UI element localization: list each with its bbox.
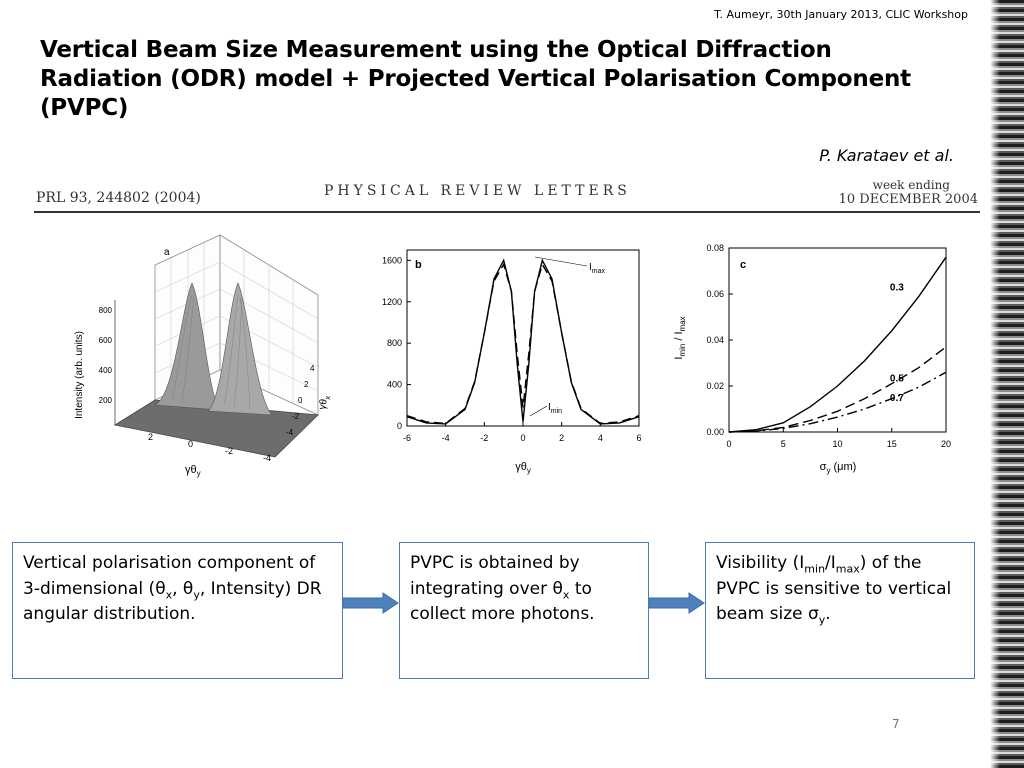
panel-a-ztick: 200	[99, 396, 113, 405]
panel-a-xtick: -2	[225, 446, 233, 456]
panel-b-xtick-label: -6	[403, 433, 411, 443]
page-number: 7	[892, 717, 900, 731]
panel-c-series-line-1	[728, 256, 947, 433]
slide-title: Vertical Beam Size Measurement using the…	[40, 37, 911, 122]
journal-name: PHYSICAL REVIEW LETTERS	[324, 183, 631, 199]
panel-c-letter: c	[740, 259, 746, 271]
explanation-box-2: PVPC is obtained by integrating over θx …	[399, 542, 649, 679]
panel-b-ytick-label: 1200	[382, 297, 402, 307]
panel-c-ytick-label: 0.02	[706, 381, 724, 391]
journal-rule	[34, 211, 980, 213]
panel-b-series-line-2	[406, 262, 640, 425]
panel-a-ztick: 600	[99, 336, 113, 345]
panel-a-ztick: 400	[99, 366, 113, 375]
panel-c-series-line-2	[728, 346, 947, 433]
author-line: T. Aumeyr, 30th January 2013, CLIC Works…	[714, 8, 968, 21]
panel-c-series-label: 0.3	[890, 282, 904, 293]
panel-c-ytick-label: 0.08	[706, 243, 724, 253]
panel-a-ytick: 4	[310, 364, 315, 373]
chart-panel-b: b -6 -4 -2 0 2 4 6 0 400 800 1200 1600 Imax Imin γθ…	[382, 249, 642, 475]
panel-a-xtick: 0	[188, 439, 193, 449]
panel-a-ytick: 2	[304, 380, 309, 389]
panel-c-xtick-label: 5	[781, 439, 786, 449]
panel-b-ytick-label: 0	[397, 421, 402, 431]
panel-b-ytick-label: 800	[387, 338, 402, 348]
panel-c-xtick-label: 15	[887, 439, 897, 449]
panel-b-series-line-1	[406, 258, 640, 425]
panel-c-ytick-label: 0.06	[706, 289, 724, 299]
panel-a-xtick: -4	[263, 453, 271, 463]
panel-b-ytick-label: 400	[387, 380, 402, 390]
panel-b-imin-label: Imin	[548, 402, 562, 415]
explanation-box-3: Visibility (Imin/Imax) of the PVPC is se…	[705, 542, 975, 679]
arrow-right-icon	[343, 592, 399, 614]
panel-b-xlabel: γθy	[515, 461, 531, 475]
panel-a-xtick: 2	[148, 432, 153, 442]
journal-week-label: week ending	[872, 178, 950, 192]
panel-b-letter: b	[415, 259, 422, 271]
panel-b-xtick-label: -4	[442, 433, 450, 443]
panel-a-letter: a	[164, 247, 170, 258]
panel-b-xtick-label: 6	[636, 433, 641, 443]
panel-a-ztick: 800	[99, 306, 113, 315]
panel-a-ytick: 0	[298, 396, 303, 405]
panel-a-ylabel: γθx	[317, 394, 332, 411]
journal-header: PRL 93, 244802 (2004) PHYSICAL REVIEW LE…	[34, 178, 980, 214]
panel-c-ytick-label: 0.00	[706, 427, 724, 437]
panel-c-series-label: 0.7	[890, 393, 904, 404]
panel-a-peak-right	[207, 282, 273, 416]
panel-c-ytick-label: 0.04	[706, 335, 724, 345]
explanation-box-1: Vertical polarisation component of 3-dim…	[12, 542, 343, 679]
panel-c-frame	[728, 247, 947, 433]
figure-panel-a: a Intensity (arb. units) 200 400 600 800…	[74, 234, 332, 478]
panel-b-xtick-label: 4	[598, 433, 603, 443]
panel-c-ylabel: Imin / Imax	[673, 316, 687, 359]
panel-c-xtick-label: 10	[832, 439, 842, 449]
panel-b-imax-label: Imax	[589, 262, 606, 275]
arrow-right-icon	[649, 592, 705, 614]
panel-a-peak-left	[153, 282, 221, 411]
chart-panel-c: c 0 5 10 15 20 0.00 0.02 0.04 0.06 0.08 0.3 0.5 0.7…	[673, 243, 951, 475]
panel-a-ytick: -2	[292, 412, 300, 421]
decorative-edge-strip	[990, 0, 1024, 768]
panel-b-xtick-label: -2	[480, 433, 488, 443]
journal-date: 10 DECEMBER 2004	[838, 192, 978, 207]
panel-c-xtick-label: 20	[941, 439, 951, 449]
panel-c-xtick-label: 0	[726, 439, 731, 449]
panel-c-series-label: 0.5	[890, 374, 904, 385]
panel-b-xtick-label: 0	[520, 433, 525, 443]
panel-b-ytick-label: 1600	[382, 255, 402, 265]
journal-ref: PRL 93, 244802 (2004)	[36, 190, 201, 206]
panel-c-xlabel: σy (μm)	[820, 461, 857, 475]
citation: P. Karataev et al.	[819, 146, 954, 165]
panel-b-frame	[406, 249, 640, 427]
panel-a-ytick: -4	[286, 428, 294, 437]
panel-b-imin-pointer	[529, 405, 548, 417]
panel-c-series-line-3	[728, 371, 947, 433]
panel-a-zlabel: Intensity (arb. units)	[74, 331, 85, 419]
panel-a-xlabel: γθy	[185, 464, 201, 478]
panel-a-mesh-lines	[171, 294, 251, 410]
panel-b-imax-pointer	[534, 256, 588, 267]
panel-b-xtick-label: 2	[559, 433, 564, 443]
